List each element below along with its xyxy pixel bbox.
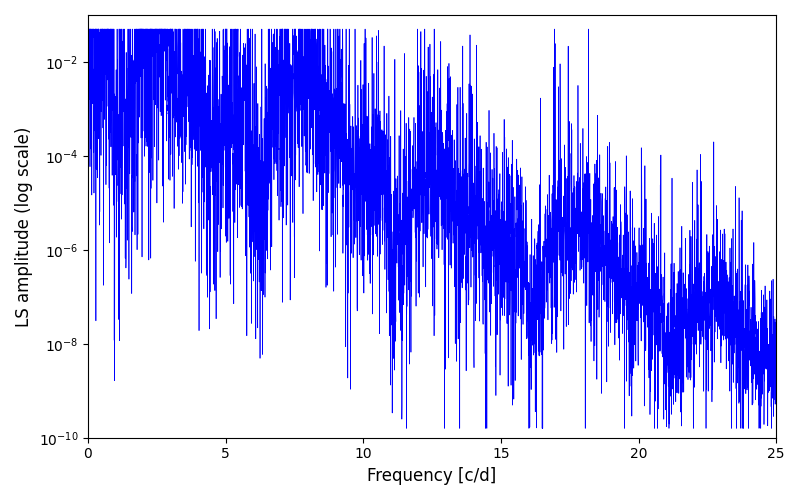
X-axis label: Frequency [c/d]: Frequency [c/d]	[367, 467, 497, 485]
Y-axis label: LS amplitude (log scale): LS amplitude (log scale)	[15, 126, 33, 326]
